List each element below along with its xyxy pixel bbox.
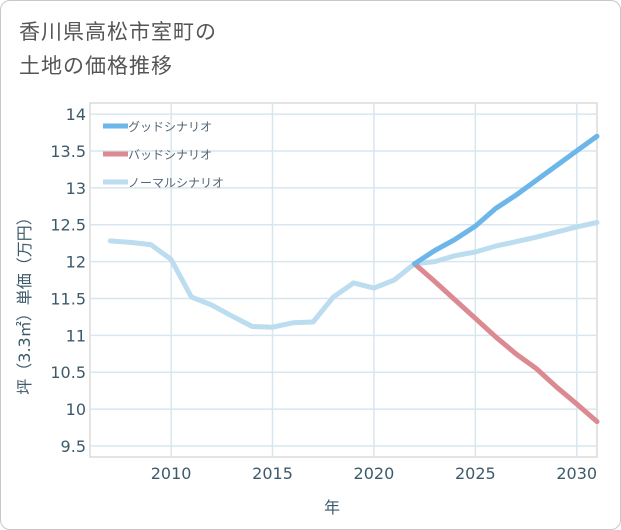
x-tick-labels: 2010 2015 2020 2025 2030 <box>151 464 597 483</box>
y-tick-label: 11 <box>66 326 86 345</box>
chart-title: 香川県高松市室町の 土地の価格推移 <box>19 15 217 83</box>
legend-label: バッドシナリオ <box>128 148 212 162</box>
y-tick-label: 14 <box>66 105 86 124</box>
series-line-0 <box>412 133 600 267</box>
series-lines <box>107 133 600 425</box>
grid-lines <box>90 103 597 457</box>
x-tick-label: 2025 <box>455 464 496 483</box>
y-tick-label: 10.5 <box>50 363 86 382</box>
legend-label: グッドシナリオ <box>128 120 212 134</box>
y-tick-label: 12.5 <box>50 216 86 235</box>
y-tick-label: 12 <box>66 253 86 272</box>
y-tick-label: 13 <box>66 179 86 198</box>
y-tick-label: 11.5 <box>50 289 86 308</box>
legend-label: ノーマルシナリオ <box>128 176 224 190</box>
chart-title-line2: 土地の価格推移 <box>19 54 173 78</box>
x-tick-label: 2010 <box>151 464 192 483</box>
x-tick-label: 2020 <box>354 464 395 483</box>
y-tick-label: 10 <box>66 400 86 419</box>
x-tick-label: 2030 <box>556 464 597 483</box>
x-tick-label: 2015 <box>252 464 293 483</box>
y-axis-label: 坪（3.3㎡）単価（万円） <box>15 209 34 394</box>
chart-title-line1: 香川県高松市室町の <box>19 20 217 44</box>
y-tick-labels: 9.5 10 10.5 11 11.5 12 12.5 13 13.5 14 <box>50 105 86 456</box>
x-axis-label: 年 <box>324 498 340 517</box>
plot-area <box>89 102 598 458</box>
y-tick-label: 13.5 <box>50 142 86 161</box>
series-line-1 <box>412 261 600 425</box>
y-tick-label: 9.5 <box>61 437 86 456</box>
series-line-2 <box>107 220 600 330</box>
